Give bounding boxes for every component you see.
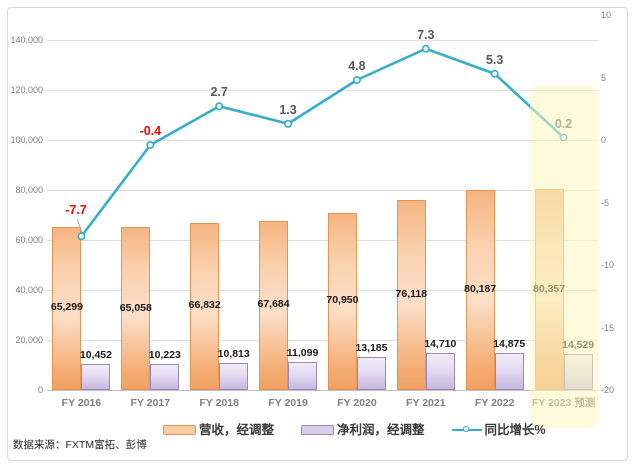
- growth-value-label: -7.7: [65, 203, 87, 217]
- growth-value-label: -0.4: [139, 124, 162, 138]
- x-axis-label: FY 2021: [406, 397, 446, 409]
- right-axis-tick: 0: [601, 135, 607, 145]
- growth-marker: [490, 69, 499, 78]
- right-axis-tick: -5: [601, 197, 610, 208]
- growth-marker: [421, 44, 430, 53]
- profit-value-label: 13,185: [355, 342, 388, 355]
- source-note: 数据来源：FXTM富拓、彭博: [13, 439, 147, 451]
- profit-bar: [219, 362, 249, 390]
- revenue-value-label: 65,058: [119, 301, 152, 314]
- profit-value-label: 14,710: [424, 338, 457, 351]
- growth-value-label: 0.2: [554, 116, 573, 131]
- right-axis-tick: 5: [601, 72, 607, 83]
- revenue-bar: [327, 212, 357, 390]
- profit-value-label: 14,529: [562, 338, 595, 351]
- profit-value-label: 10,223: [148, 349, 181, 362]
- revenue-swatch-icon: [163, 425, 196, 435]
- profit-bar: [150, 364, 180, 390]
- growth-value-label: 2.7: [210, 85, 228, 100]
- growth-value-label: 1.3: [279, 102, 297, 117]
- profit-bar: [563, 353, 593, 390]
- x-axis-label: FY 2019: [268, 397, 308, 409]
- gridline: [47, 89, 598, 91]
- x-axis-label: FY 2018: [199, 397, 239, 409]
- profit-bar: [288, 362, 318, 390]
- left-axis-tick: 20,000: [15, 335, 43, 345]
- x-axis-label: FY 2016: [61, 397, 102, 409]
- right-axis-tick: 10: [601, 10, 612, 20]
- gridline: [47, 239, 598, 241]
- growth-value-label: 4.8: [348, 59, 366, 73]
- gridline: [47, 139, 598, 141]
- left-axis-tick: 140,000: [10, 35, 43, 45]
- profit-bar: [425, 353, 455, 390]
- revenue-bar: [121, 227, 151, 390]
- gridline: [47, 189, 598, 191]
- left-axis-tick: 120,000: [10, 85, 43, 95]
- gridline: [47, 39, 598, 41]
- left-axis-tick: 0: [37, 385, 43, 395]
- left-axis-tick: 60,000: [15, 235, 43, 245]
- x-axis-label: FY 2017: [130, 397, 171, 409]
- gridline: [47, 289, 598, 291]
- revenue-value-label: 76,118: [395, 287, 428, 300]
- legend-label-growth: 同比增长%: [484, 423, 546, 437]
- growth-value-label: 7.3: [417, 27, 435, 42]
- left-axis-tick: 80,000: [15, 185, 43, 195]
- x-axis-label: FY 2022: [474, 397, 515, 409]
- right-axis-tick: -15: [601, 322, 615, 333]
- growth-value-label: 5.3: [485, 52, 504, 67]
- right-axis-tick: -20: [601, 385, 615, 395]
- x-axis-label: FY 2020: [337, 397, 377, 409]
- growth-marker: [146, 141, 155, 150]
- profit-bar: [494, 352, 524, 390]
- revenue-value-label: 67,684: [257, 298, 290, 311]
- growth-marker: [352, 76, 361, 85]
- profit-value-label: 10,813: [217, 347, 250, 360]
- profit-value-label: 14,875: [493, 337, 526, 350]
- revenue-bar: [52, 226, 82, 390]
- legend-label-revenue: 营收，经调整: [199, 423, 275, 437]
- legend-item-growth: 同比增长%: [451, 422, 546, 438]
- profit-bar: [356, 357, 386, 390]
- revenue-value-label: 65,299: [50, 301, 83, 314]
- revenue-value-label: 66,832: [188, 299, 221, 312]
- x-axis-label: FY 2023 预测: [531, 397, 596, 409]
- gridline: [47, 339, 598, 341]
- profit-value-label: 10,452: [79, 348, 112, 361]
- legend-label-profit: 净利润，经调整: [337, 423, 425, 437]
- left-axis-tick: 40,000: [15, 285, 43, 295]
- right-axis-tick: -10: [601, 260, 615, 270]
- left-axis-tick: 100,000: [10, 135, 43, 145]
- legend-item-profit: 净利润，经调整: [301, 422, 425, 438]
- growth-marker: [215, 102, 224, 111]
- legend-item-revenue: 营收，经调整: [163, 422, 274, 438]
- profit-value-label: 11,099: [286, 347, 319, 360]
- revenue-value-label: 80,187: [464, 282, 497, 295]
- growth-line-swatch-icon: [451, 425, 482, 435]
- growth-marker: [284, 119, 293, 128]
- x-axis-line: [47, 389, 598, 391]
- revenue-value-label: 80,357: [533, 282, 566, 295]
- profit-swatch-icon: [301, 425, 335, 435]
- legend: 营收，经调整 净利润，经调整 同比增长%: [163, 421, 546, 439]
- revenue-value-label: 70,950: [326, 294, 359, 307]
- profit-bar: [81, 363, 111, 390]
